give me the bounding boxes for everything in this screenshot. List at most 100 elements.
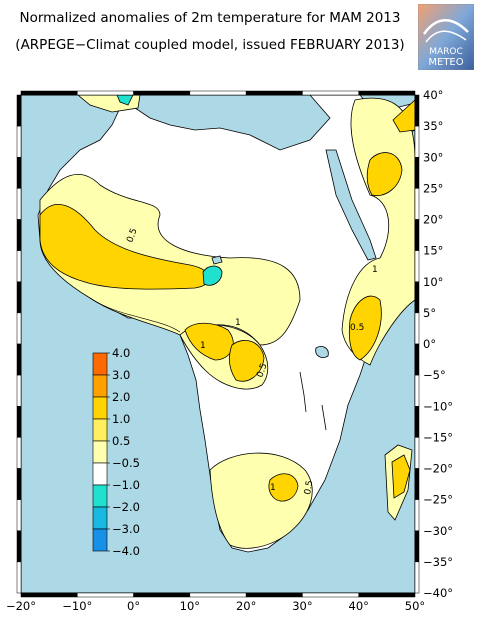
madagascar <box>384 444 413 521</box>
frame-segment <box>414 561 420 594</box>
persian-gulf <box>397 129 416 186</box>
lat-tick-label: −20° <box>423 462 453 476</box>
frame-segment <box>16 157 22 189</box>
frame-segment <box>16 312 22 345</box>
contour-label: 0.5 <box>350 323 364 333</box>
frame-segment <box>414 468 420 500</box>
frame-segment <box>16 437 22 469</box>
legend-color-box <box>92 506 108 530</box>
arabian-sea <box>387 238 416 301</box>
legend-color-box <box>92 462 108 486</box>
logo-text-top: MAROC <box>429 47 463 57</box>
lon-tick-label: 10° <box>180 599 200 613</box>
lat-tick-label: −15° <box>423 430 453 444</box>
map-title-line1: Normalized anomalies of 2m temperature f… <box>19 10 401 26</box>
land-africa <box>37 94 416 553</box>
contour-label: 1 <box>200 341 206 351</box>
lon-tick-label: −20° <box>6 599 36 613</box>
lake-victoria <box>315 346 329 358</box>
frame-segment <box>414 343 420 376</box>
anomaly-1-areas <box>39 99 416 502</box>
frame-segment <box>358 592 416 598</box>
frame-segment <box>414 312 420 345</box>
legend-label: 4.0 <box>112 346 130 360</box>
frame-segment <box>245 592 303 598</box>
frame-segment <box>414 188 420 220</box>
legend-label: −3.0 <box>112 522 140 536</box>
legend-color-box <box>92 418 108 442</box>
lat-tick-label: −25° <box>423 493 453 507</box>
lat-tick-label: 40° <box>423 88 443 102</box>
lat-tick-label: 35° <box>423 119 443 133</box>
frame-segment <box>302 592 359 598</box>
frame-segment <box>16 94 22 127</box>
lat-tick-label: 20° <box>423 213 443 227</box>
frame-segment <box>414 94 420 127</box>
frame-segment <box>414 250 420 282</box>
frame-segment <box>358 90 416 96</box>
frame-segment <box>16 250 22 282</box>
frame-segment <box>16 406 22 438</box>
frame-segment <box>414 125 420 158</box>
legend-label: −4.0 <box>112 544 140 558</box>
legend-label: −1.0 <box>112 478 140 492</box>
legend-color-box <box>92 528 108 552</box>
frame-segment <box>16 468 22 500</box>
frame-segment <box>77 592 134 598</box>
contour-label: 1 <box>270 483 276 493</box>
contour-label: 0.5 <box>125 227 139 244</box>
legend-label: −2.0 <box>112 500 140 514</box>
frame-segment <box>133 592 191 598</box>
frame-segment <box>16 343 22 376</box>
contour-label: 0.5 <box>255 362 269 379</box>
lat-tick-label: 15° <box>423 244 443 258</box>
mediterranean-sea <box>129 94 331 151</box>
anomaly-negative-areas <box>116 94 223 286</box>
frame-segment <box>16 188 22 220</box>
frame-segment <box>133 90 191 96</box>
frame-segment <box>189 592 247 598</box>
legend-color-box <box>92 352 108 376</box>
ocean <box>21 95 415 593</box>
legend-color-box <box>92 374 108 398</box>
lat-tick-label: 0° <box>423 337 436 351</box>
lon-tick-label: 20° <box>236 599 256 613</box>
frame-segment <box>189 90 247 96</box>
frame-segment <box>414 406 420 438</box>
lon-tick-label: −10° <box>62 599 92 613</box>
lon-tick-label: 30° <box>292 599 312 613</box>
legend-label: 0.5 <box>112 434 130 448</box>
lat-tick-label: −40° <box>423 586 453 600</box>
frame-segment <box>414 157 420 189</box>
latitude-ticks: 40° 35° 30° 25° 20° 15° 10° 5° 0° −5° −10° −15° −20°… <box>423 88 453 600</box>
color-legend: 4.0 3.0 2.0 1.0 0.5 −0.5 −1.0 −2.0 −3.0 −4.0 <box>92 346 140 558</box>
lat-tick-label: −35° <box>423 555 453 569</box>
lon-tick-label: 50° <box>405 599 425 613</box>
frame-segment <box>77 90 134 96</box>
contour-label: 0.5 <box>303 480 315 496</box>
map-title-line2: (ARPEGE−Climat coupled model, issued FEB… <box>15 37 405 53</box>
frame-segment <box>414 437 420 469</box>
lat-tick-label: 25° <box>423 181 443 195</box>
anomaly-0.5-areas <box>39 94 416 549</box>
legend-color-box <box>92 484 108 508</box>
lat-tick-label: 30° <box>423 150 443 164</box>
lake-tanganyika <box>299 371 307 413</box>
map-frame <box>16 90 420 598</box>
lat-tick-label: −5° <box>423 368 446 382</box>
frame-segment <box>414 374 420 407</box>
legend-label: 3.0 <box>112 368 130 382</box>
lake-malawi <box>321 404 327 431</box>
frame-segment <box>16 499 22 531</box>
contour-label: 1 <box>372 265 378 275</box>
lat-tick-label: −10° <box>423 399 453 413</box>
frame-segment <box>16 530 22 563</box>
lake-chad <box>211 255 223 265</box>
frame-segment <box>16 219 22 251</box>
logo-text-bottom: METEO <box>428 57 463 68</box>
frame-segment <box>16 125 22 158</box>
lat-tick-label: 5° <box>423 306 436 320</box>
frame-segment <box>16 281 22 314</box>
gulf-of-guinea-coast <box>89 297 181 333</box>
